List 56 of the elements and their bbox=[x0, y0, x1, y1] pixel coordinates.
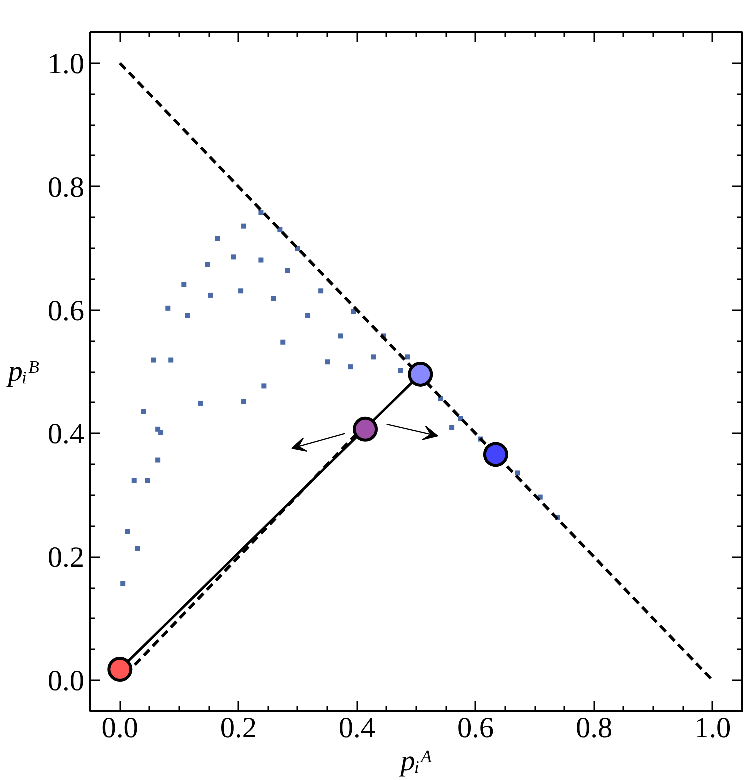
point bbox=[108, 657, 133, 682]
point bbox=[285, 268, 290, 274]
point bbox=[483, 442, 508, 468]
x-tick-label: 0.4 bbox=[338, 712, 376, 744]
point bbox=[125, 529, 130, 534]
point bbox=[271, 296, 276, 302]
point bbox=[141, 409, 146, 414]
point bbox=[398, 368, 403, 374]
point bbox=[450, 425, 455, 430]
point bbox=[215, 236, 220, 242]
point bbox=[151, 358, 156, 363]
point bbox=[348, 364, 354, 370]
point bbox=[353, 416, 378, 442]
x-axis-title: pᵢᴬ bbox=[398, 746, 432, 778]
point bbox=[262, 384, 267, 389]
point bbox=[408, 362, 434, 387]
point bbox=[238, 288, 244, 294]
point bbox=[158, 430, 164, 435]
point bbox=[515, 470, 520, 476]
point bbox=[231, 254, 236, 260]
x-tick-label: 0.2 bbox=[220, 712, 258, 744]
x-tick-label: 0.0 bbox=[102, 712, 138, 744]
point bbox=[351, 309, 356, 314]
y-axis-title: pᵢᴮ bbox=[6, 356, 40, 388]
point bbox=[156, 458, 161, 463]
point bbox=[132, 478, 137, 484]
point bbox=[198, 400, 204, 406]
y-tick-label: 0.4 bbox=[48, 418, 85, 451]
point bbox=[208, 292, 214, 298]
point bbox=[205, 262, 210, 268]
point bbox=[166, 306, 171, 311]
point bbox=[318, 288, 324, 294]
x-tick-label: 0.6 bbox=[457, 712, 494, 744]
y-tick-label: 0.6 bbox=[48, 295, 85, 328]
y-tick-label: 1.0 bbox=[48, 48, 85, 80]
point bbox=[242, 224, 247, 229]
point bbox=[306, 313, 311, 318]
point bbox=[405, 354, 410, 360]
point bbox=[325, 360, 330, 365]
y-tick-label: 0.0 bbox=[48, 666, 85, 698]
point bbox=[145, 478, 150, 484]
point bbox=[120, 581, 126, 586]
point bbox=[338, 334, 344, 339]
y-tick-label: 0.8 bbox=[48, 172, 85, 204]
point bbox=[280, 340, 286, 345]
point bbox=[371, 354, 376, 360]
point bbox=[182, 282, 187, 288]
point bbox=[258, 210, 264, 216]
x-tick-label: 1.0 bbox=[694, 712, 732, 744]
point bbox=[242, 399, 247, 404]
point bbox=[168, 358, 174, 363]
point bbox=[258, 258, 264, 263]
x-tick-label: 0.8 bbox=[576, 712, 613, 744]
y-tick-label: 0.2 bbox=[48, 542, 85, 574]
point bbox=[135, 546, 140, 552]
point bbox=[185, 313, 190, 318]
